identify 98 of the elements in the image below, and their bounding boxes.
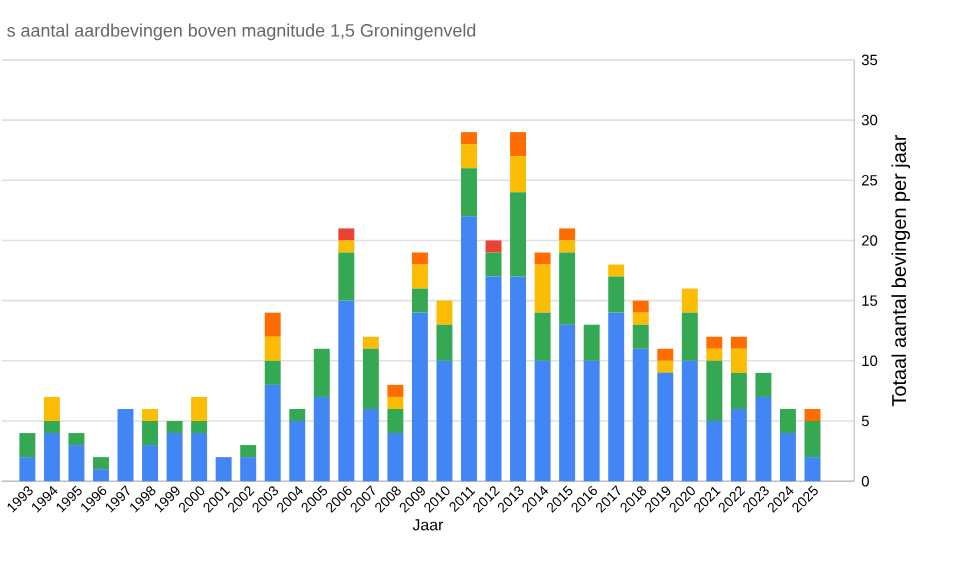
bar (215, 457, 232, 482)
bar (93, 469, 109, 482)
y-axis-title: Totaal aantal bevingen per jaar (891, 135, 911, 407)
bar (657, 349, 674, 362)
bar (289, 421, 306, 482)
bar (510, 192, 527, 278)
bar (338, 240, 355, 253)
bar (559, 240, 576, 253)
bar (313, 397, 330, 482)
bar (559, 252, 576, 326)
bar (706, 337, 723, 350)
bar (510, 277, 527, 482)
bar (289, 409, 306, 422)
bar (534, 313, 551, 362)
bar (93, 457, 109, 470)
bar (43, 433, 60, 482)
bar (68, 433, 85, 446)
bar (485, 240, 502, 253)
bar (19, 457, 36, 482)
bar (19, 433, 36, 458)
bar (142, 421, 159, 446)
bar (264, 313, 281, 338)
bar (583, 361, 600, 482)
bar (142, 445, 159, 482)
bar (730, 373, 747, 410)
bar (362, 337, 379, 350)
bar (461, 216, 477, 482)
bar (461, 168, 477, 217)
bar (461, 144, 477, 169)
bar (657, 361, 674, 374)
bar (387, 433, 404, 482)
bar (166, 433, 183, 482)
bar (779, 409, 796, 434)
bar (43, 397, 60, 422)
bar (313, 349, 330, 398)
bar (191, 433, 208, 482)
bar (264, 385, 281, 482)
bar (362, 409, 379, 482)
bar (461, 132, 477, 145)
bar (387, 385, 404, 398)
bar (755, 397, 772, 482)
bar (436, 361, 453, 482)
bar (387, 409, 404, 434)
bar (485, 252, 502, 278)
bar (534, 252, 551, 265)
bar (43, 421, 60, 434)
bar (534, 265, 551, 314)
bar (583, 325, 600, 362)
chart-title: s aantal aardbevingen boven magnitude 1,5 Groningenveld (7, 24, 476, 41)
bar (142, 409, 159, 422)
bar (632, 325, 649, 350)
bar (804, 421, 821, 458)
bar (411, 313, 428, 482)
bar (191, 397, 208, 422)
bar (706, 349, 723, 362)
bar (755, 373, 772, 398)
bar (706, 421, 723, 482)
bar (510, 156, 527, 193)
bar (804, 409, 821, 422)
bar (387, 397, 404, 410)
bar (608, 265, 625, 278)
bar (338, 301, 355, 482)
bar (681, 289, 698, 314)
bar (485, 277, 502, 482)
bar (632, 313, 649, 326)
bar (240, 457, 257, 482)
bar (534, 361, 551, 482)
bar (730, 349, 747, 374)
bar (681, 313, 698, 362)
bar (804, 457, 821, 482)
bar (706, 361, 723, 422)
bar (338, 228, 355, 241)
bar (632, 301, 649, 314)
bar (117, 409, 134, 482)
bar (264, 337, 281, 362)
bar (632, 349, 649, 482)
bar (730, 337, 747, 350)
bar (191, 421, 208, 434)
bar (68, 445, 85, 482)
bar (510, 132, 527, 157)
bar (362, 349, 379, 410)
bar (436, 325, 453, 362)
bar (559, 325, 576, 482)
bar (608, 277, 625, 314)
bar (730, 409, 747, 482)
bar (166, 421, 183, 434)
bar (657, 373, 674, 482)
bar (779, 433, 796, 482)
bar (264, 361, 281, 386)
bar (240, 445, 257, 458)
bar (411, 265, 428, 290)
bar (681, 361, 698, 482)
bar (411, 289, 428, 314)
bar (559, 228, 576, 241)
bar (411, 252, 428, 265)
bar (338, 252, 355, 302)
bar (608, 313, 625, 482)
bar (436, 301, 453, 326)
